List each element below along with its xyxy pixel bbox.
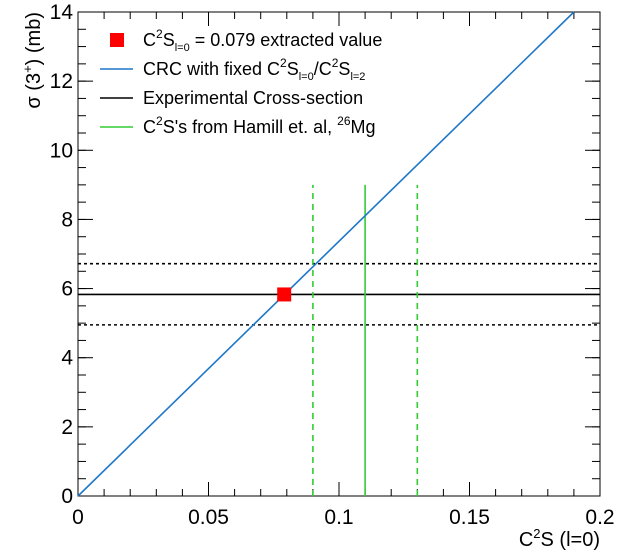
y-tick-label: 12 — [50, 70, 73, 93]
y-tick-label: 6 — [61, 278, 73, 301]
legend-label: C2Sl=0 = 0.079 extracted value — [143, 27, 382, 54]
y-tick-label: 8 — [61, 208, 73, 231]
y-tick-label: 2 — [61, 416, 73, 439]
extracted-point — [277, 287, 292, 302]
y-tick-label: 10 — [50, 139, 73, 162]
legend-label: C2S's from Hamill et. al, 26Mg — [143, 114, 376, 137]
x-tick-label: 0 — [72, 506, 84, 529]
legend-label: CRC with fixed C2Sl=0/C2Sl=2 — [143, 56, 365, 83]
x-tick-label: 0.15 — [449, 506, 490, 529]
y-tick-label: 14 — [50, 1, 74, 24]
y-tick-label: 0 — [61, 485, 73, 508]
x-axis-title: C2S (l=0) — [519, 526, 600, 551]
axis-ticks: 0 0.05 0.1 0.15 0.2 0 2 4 6 8 10 12 14 — [50, 1, 615, 529]
crc-line — [77, 11, 575, 497]
series-layer — [77, 11, 600, 497]
x-tick-label: 0.05 — [188, 506, 229, 529]
legend-label: Experimental Cross-section — [143, 88, 363, 108]
y-tick-label: 4 — [61, 347, 73, 370]
y-axis-title: σ (3+) (mb) — [20, 12, 45, 109]
plot-frame — [77, 11, 601, 497]
x-tick-label: 0.2 — [585, 506, 614, 529]
x-tick-label: 0.1 — [324, 506, 353, 529]
legend-marker-red — [110, 33, 124, 47]
